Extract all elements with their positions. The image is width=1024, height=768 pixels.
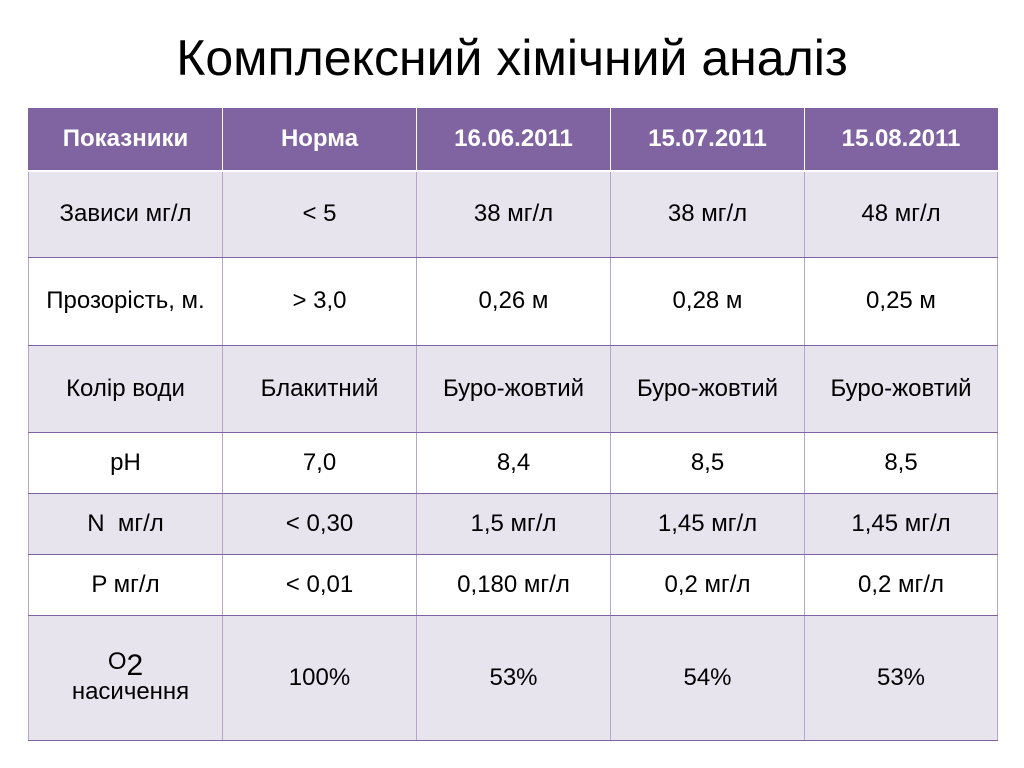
table-cell: Блакитний: [222, 345, 417, 433]
table-row: P мг/л < 0,01 0,180 мг/л 0,2 мг/л 0,2 мг…: [28, 554, 998, 616]
table-cell: 0,180 мг/л: [416, 554, 611, 616]
table-row: Прозорість, м. > 3,0 0,26 м 0,28 м 0,25 …: [28, 257, 998, 346]
table-cell: 100%: [222, 615, 417, 741]
header-date-3: 15.08.2011: [804, 108, 998, 172]
table-row: Зависи мг/л < 5 38 мг/л 38 мг/л 48 мг/л: [28, 171, 998, 258]
table-cell: Буро-жовтий: [610, 345, 805, 433]
table-cell: 1,45 мг/л: [610, 493, 805, 555]
slide-title: Комплексний хімічний аналіз: [176, 30, 848, 86]
table-cell: 0,28 м: [610, 257, 805, 346]
table-cell: 53%: [804, 615, 998, 741]
table-cell: 1,45 мг/л: [804, 493, 998, 555]
row-label: Зависи мг/л: [28, 171, 223, 258]
header-date-1: 16.06.2011: [416, 108, 611, 172]
row-label: Прозорість, м.: [28, 257, 223, 346]
table-cell: 8,4: [416, 432, 611, 494]
o2-symbol: O2: [107, 647, 144, 682]
table-row: N мг/л < 0,30 1,5 мг/л 1,45 мг/л 1,45 мг…: [28, 493, 998, 555]
table-cell: 0,2 мг/л: [804, 554, 998, 616]
table-cell: 54%: [610, 615, 805, 741]
table-cell: 0,26 м: [416, 257, 611, 346]
table-cell: < 5: [222, 171, 417, 258]
table-cell: 53%: [416, 615, 611, 741]
row-label: pH: [28, 432, 223, 494]
analysis-table: Показники Норма 16.06.2011 15.07.2011 15…: [28, 108, 998, 741]
table-cell: Буро-жовтий: [804, 345, 998, 433]
table-cell: 8,5: [804, 432, 998, 494]
table-cell: 38 мг/л: [416, 171, 611, 258]
row-label: N мг/л: [28, 493, 223, 555]
table-cell: 1,5 мг/л: [416, 493, 611, 555]
table-cell: < 0,01: [222, 554, 417, 616]
o2-subscript: 2: [126, 648, 144, 682]
table-cell: 38 мг/л: [610, 171, 805, 258]
table-cell: Буро-жовтий: [416, 345, 611, 433]
row-label-o2: O2 насичення: [28, 615, 223, 741]
header-date-2: 15.07.2011: [610, 108, 805, 172]
row-label: P мг/л: [28, 554, 223, 616]
header-norm: Норма: [222, 108, 417, 172]
table-row: pH 7,0 8,4 8,5 8,5: [28, 432, 998, 494]
table-header-row: Показники Норма 16.06.2011 15.07.2011 15…: [28, 108, 998, 172]
table-cell: > 3,0: [222, 257, 417, 346]
header-indicators: Показники: [28, 108, 223, 172]
table-cell: 0,2 мг/л: [610, 554, 805, 616]
table-cell: < 0,30: [222, 493, 417, 555]
table-row: O2 насичення 100% 53% 54% 53%: [28, 615, 998, 741]
table-cell: 8,5: [610, 432, 805, 494]
table-row: Колір води Блакитний Буро-жовтий Буро-жо…: [28, 345, 998, 433]
o2-saturation-label: насичення: [71, 677, 190, 705]
row-label: Колір води: [28, 345, 223, 433]
table-cell: 0,25 м: [804, 257, 998, 346]
table-cell: 7,0: [222, 432, 417, 494]
table-cell: 48 мг/л: [804, 171, 998, 258]
